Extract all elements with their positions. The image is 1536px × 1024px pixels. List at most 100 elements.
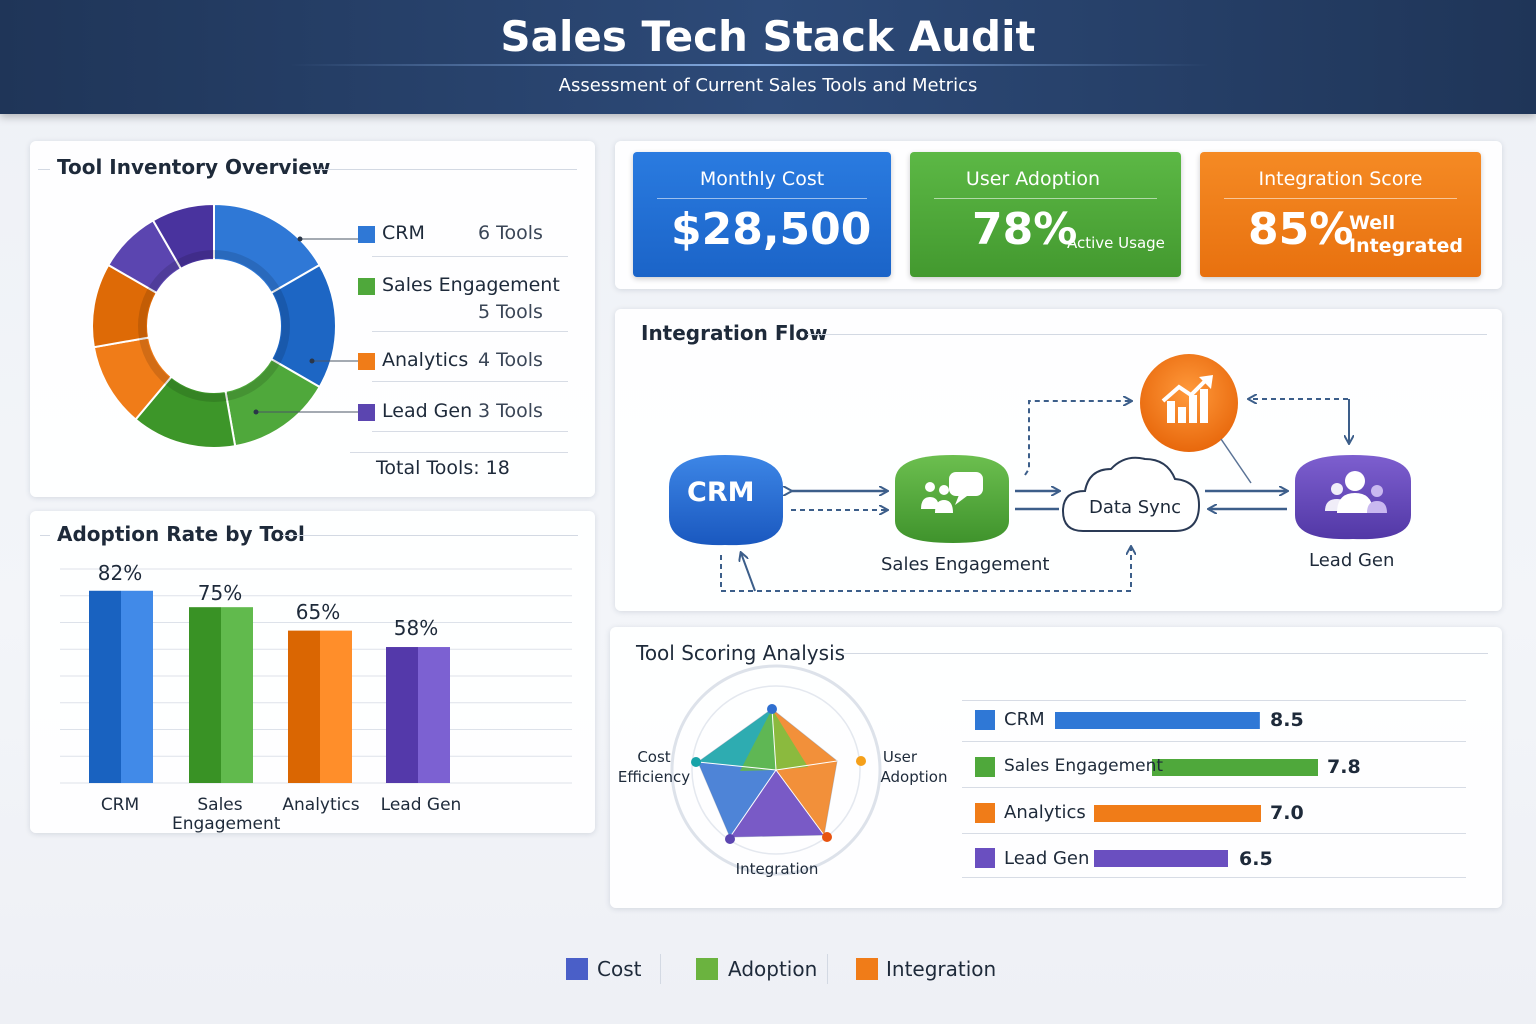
score-analytics-swatch — [975, 803, 995, 823]
score-bar-lead-gen — [1094, 850, 1228, 867]
monthly-cost-card: Monthly Cost $28,500 — [633, 152, 891, 277]
score-lead-gen-value: 6.5 — [1239, 848, 1273, 870]
adoption-bar-analytics — [288, 630, 320, 783]
title-line — [38, 169, 50, 170]
score-analytics-label: Analytics — [1004, 802, 1086, 823]
integration-score-sub-line1: Well — [1349, 212, 1396, 234]
score-divider — [962, 787, 1466, 788]
header-bar: Sales Tech Stack Audit Assessment of Cur… — [0, 0, 1536, 114]
lead-gen-label: Lead Gen — [1309, 550, 1395, 571]
legend-adoption-swatch — [696, 958, 718, 980]
adoption-category-crm: CRM — [100, 795, 140, 815]
legend-divider — [372, 331, 568, 332]
monthly-cost-label: Monthly Cost — [699, 168, 825, 190]
tool-score-bars — [1055, 712, 1318, 867]
title-line — [807, 334, 1487, 335]
adoption-bar-highlight-analytics — [320, 630, 352, 783]
total-tools: Total Tools: 18 — [376, 457, 510, 479]
donut-inner-shadow — [138, 250, 290, 402]
donut-slices — [91, 202, 337, 449]
radar-axis-integration: Integration — [735, 860, 819, 878]
kpi-panel: Monthly Cost $28,500 User Adoption 78% A… — [615, 141, 1502, 289]
adoption-rate-title: Adoption Rate by Tool — [57, 522, 305, 546]
legend-separator — [660, 954, 661, 984]
crm-legend-label: CRM — [382, 222, 425, 244]
legend-divider — [372, 256, 568, 257]
tool-scoring-radar — [670, 664, 882, 876]
crm-swatch — [358, 226, 375, 243]
monthly-cost-value: $28,500 — [671, 204, 872, 255]
score-analytics-value: 7.0 — [1270, 802, 1304, 824]
adoption-value-sales-engagement: 75% — [197, 581, 243, 605]
user-adoption-value: 78% — [972, 204, 1078, 255]
score-sales-engagement-swatch — [975, 757, 995, 777]
adoption-bar-sales-engagement — [189, 607, 221, 783]
analytics-legend-count: 4 Tools — [478, 349, 543, 371]
tool-inventory-title: Tool Inventory Overview — [57, 155, 331, 179]
tool-inventory-panel: Tool Inventory Overview CRM 6 Tools Sale… — [30, 141, 595, 497]
adoption-value-crm: 82% — [97, 561, 143, 585]
score-bar-analytics — [1094, 805, 1261, 822]
score-crm-swatch — [975, 710, 995, 730]
sales-engagement-legend-count: 5 Tools — [478, 301, 543, 323]
radar-axis-cost-line2: Efficiency — [617, 768, 691, 786]
adoption-bar-chart — [60, 568, 572, 784]
analytics-swatch — [358, 353, 375, 370]
chart-growth-icon — [1161, 375, 1213, 423]
radar-axis-user-line1: User — [882, 748, 918, 766]
integration-score-value: 85% — [1248, 204, 1354, 255]
bottom-legend: Cost Adoption Integration — [0, 944, 1536, 994]
adoption-bar-highlight-lead-gen — [418, 647, 450, 783]
adoption-category-sales-line1: Sales — [197, 795, 243, 815]
adoption-category-sales-line2: Engagement — [172, 814, 281, 834]
integration-flow-title: Integration Flow — [641, 321, 828, 345]
tool-donut-chart — [91, 202, 337, 449]
score-divider — [962, 700, 1466, 701]
data-sync-node — [1061, 456, 1201, 532]
legend-cost-label: Cost — [597, 957, 642, 981]
tool-scoring-title: Tool Scoring Analysis — [636, 641, 846, 665]
analytics-legend-label: Analytics — [382, 349, 469, 371]
score-bars — [1055, 712, 1318, 867]
user-adoption-card: User Adoption 78% Active Usage — [910, 152, 1181, 277]
kpi-rule — [934, 198, 1157, 199]
sales-engagement-node — [895, 455, 1009, 543]
radar-axis-user-line2: Adoption — [880, 768, 948, 786]
lead-gen-legend-label: Lead Gen — [382, 400, 473, 422]
crm-node — [669, 455, 783, 546]
kpi-rule — [1224, 198, 1457, 199]
chat-users-icon — [921, 472, 983, 513]
score-lead-gen-swatch — [975, 848, 995, 868]
score-divider — [962, 877, 1466, 878]
header-rule — [290, 64, 1210, 66]
lead-gen-swatch — [358, 404, 375, 421]
title-line — [842, 653, 1488, 654]
integration-flow-panel: Integration Flow — [615, 309, 1502, 611]
adoption-value-analytics: 65% — [295, 600, 341, 624]
score-divider — [962, 833, 1466, 834]
lead-gen-legend-count: 3 Tools — [478, 400, 543, 422]
user-adoption-sub: Active Usage — [1067, 234, 1165, 252]
donut-hole — [148, 260, 280, 392]
legend-adoption-label: Adoption — [728, 957, 818, 981]
score-crm-value: 8.5 — [1270, 709, 1304, 731]
legend-integration-label: Integration — [886, 957, 997, 981]
score-sales-engagement-value: 7.8 — [1327, 756, 1361, 778]
score-bar-crm — [1055, 712, 1260, 729]
integration-score-card: Integration Score 85% Well Integrated — [1200, 152, 1481, 277]
legend-separator — [827, 954, 828, 984]
adoption-category-lead-gen: Lead Gen — [380, 795, 462, 815]
score-divider — [962, 741, 1466, 742]
lead-gen-node — [1295, 455, 1411, 540]
users-icon — [1325, 471, 1387, 513]
adoption-rate-panel: Adoption Rate by Tool 82% 75% 65% 58% CR… — [30, 511, 595, 834]
legend-divider — [372, 431, 568, 432]
adoption-category-analytics: Analytics — [282, 795, 360, 815]
score-sales-engagement-label: Sales Engagement — [1004, 756, 1164, 776]
legend-cost-swatch — [566, 958, 588, 980]
kpi-rule — [657, 198, 867, 199]
legend-divider — [350, 452, 568, 453]
score-lead-gen-label: Lead Gen — [1004, 848, 1090, 869]
score-bar-sales-engagement — [1152, 759, 1318, 776]
adoption-bars — [89, 590, 450, 783]
